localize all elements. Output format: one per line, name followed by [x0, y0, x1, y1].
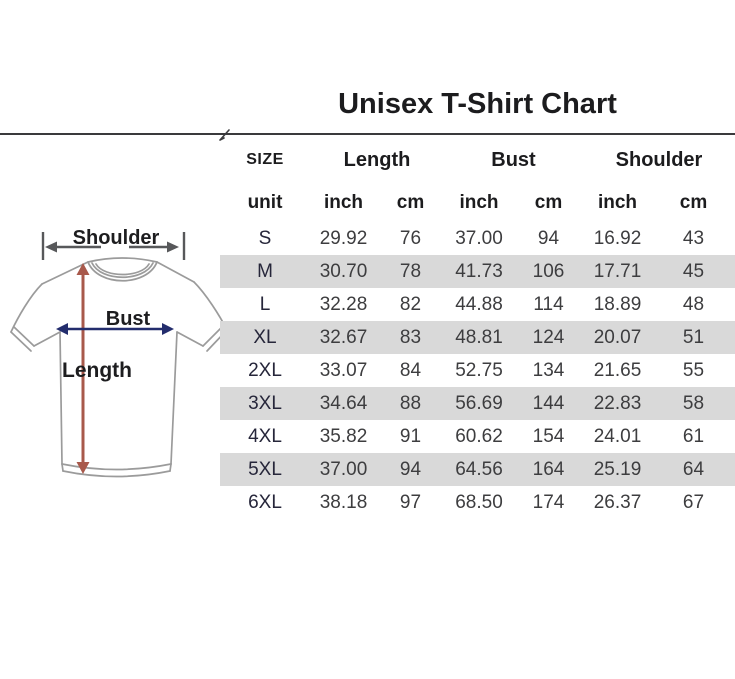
- value-cell: 83: [399, 327, 422, 348]
- unit-cell: inch: [597, 191, 638, 213]
- divider-line: [0, 133, 735, 135]
- size-column-header: SIZE: [246, 151, 284, 168]
- value-cell: 55: [682, 360, 705, 381]
- tshirt-outline: [10, 257, 228, 478]
- value-cell: 94: [537, 228, 560, 249]
- unit-cell: cm: [534, 191, 563, 213]
- length-column-header: Length: [343, 149, 411, 171]
- bust-column-header: Bust: [491, 149, 536, 171]
- size-table-body: S 29.92 76 37.00 94 16.92 43 M 30.70 78 41.73 106 17…: [220, 222, 735, 519]
- shoulder-column-header: Shoulder: [615, 149, 703, 171]
- unit-cell: unit: [247, 191, 283, 213]
- size-cell: XL: [253, 327, 277, 348]
- value-cell: 37.00: [319, 459, 368, 480]
- value-cell: 48: [682, 294, 705, 315]
- value-cell: 91: [399, 426, 422, 447]
- value-cell: 94: [399, 459, 422, 480]
- page-title: Unisex T-Shirt Chart: [338, 88, 617, 120]
- table-row: M 30.70 78 41.73 106 17.71 45: [220, 255, 735, 288]
- value-cell: 37.00: [455, 228, 503, 249]
- table-row: 6XL 38.18 97 68.50 174 26.37 67: [220, 486, 735, 519]
- value-cell: 124: [532, 327, 565, 348]
- table-row: S 29.92 76 37.00 94 16.92 43: [220, 222, 735, 255]
- value-cell: 17.71: [593, 261, 642, 282]
- value-cell: 33.07: [319, 360, 368, 381]
- size-cell: 3XL: [248, 393, 282, 414]
- length-label: Length: [62, 359, 132, 382]
- value-cell: 97: [399, 492, 422, 513]
- size-cell: 6XL: [248, 492, 282, 513]
- size-cell: M: [257, 261, 273, 282]
- value-cell: 51: [682, 327, 705, 348]
- value-cell: 144: [532, 393, 565, 414]
- bust-arrow: [56, 323, 174, 335]
- value-cell: 114: [533, 294, 564, 315]
- value-cell: 41.73: [455, 261, 503, 282]
- value-cell: 44.88: [455, 294, 503, 315]
- pencil-mark: [219, 129, 230, 141]
- unit-cell: cm: [679, 191, 708, 213]
- length-arrow: [76, 263, 90, 474]
- value-cell: 60.62: [455, 426, 503, 447]
- size-cell: 5XL: [248, 459, 282, 480]
- shoulder-arrow: [41, 232, 186, 260]
- value-cell: 32.67: [319, 327, 368, 348]
- size-cell: 2XL: [248, 360, 282, 381]
- value-cell: 64: [682, 459, 705, 480]
- value-cell: 20.07: [593, 327, 642, 348]
- value-cell: 67: [682, 492, 705, 513]
- unit-cell: inch: [459, 191, 499, 213]
- value-cell: 16.92: [593, 228, 642, 249]
- value-cell: 35.82: [319, 426, 368, 447]
- value-cell: 76: [399, 228, 422, 249]
- value-cell: 84: [399, 360, 422, 381]
- value-cell: 61: [682, 426, 705, 447]
- table-row: L 32.28 82 44.88 114 18.89 48: [220, 288, 735, 321]
- value-cell: 21.65: [593, 360, 642, 381]
- value-cell: 48.81: [455, 327, 503, 348]
- value-cell: 25.19: [593, 459, 642, 480]
- table-row: 4XL 35.82 91 60.62 154 24.01 61: [220, 420, 735, 453]
- unit-cell: inch: [323, 191, 364, 213]
- shoulder-label: Shoulder: [73, 227, 160, 249]
- size-table: SIZE Length Bust Shoulder unit inch cm i…: [220, 138, 735, 519]
- value-cell: 38.18: [319, 492, 368, 513]
- tshirt-measurement-diagram: Shoulder: [10, 227, 228, 478]
- value-cell: 29.92: [319, 228, 368, 249]
- value-cell: 68.50: [455, 492, 503, 513]
- value-cell: 26.37: [593, 492, 642, 513]
- unit-cell: cm: [396, 191, 425, 213]
- value-cell: 58: [682, 393, 705, 414]
- value-cell: 78: [399, 261, 422, 282]
- size-cell: 4XL: [248, 426, 282, 447]
- size-cell: S: [258, 228, 272, 249]
- value-cell: 134: [532, 360, 565, 381]
- value-cell: 154: [532, 426, 565, 447]
- value-cell: 18.89: [593, 294, 642, 315]
- table-row: 5XL 37.00 94 64.56 164 25.19 64: [220, 453, 735, 486]
- value-cell: 45: [682, 261, 705, 282]
- unit-row: unit inch cm inch cm inch cm: [220, 182, 735, 222]
- value-cell: 22.83: [593, 393, 642, 414]
- value-cell: 56.69: [455, 393, 503, 414]
- value-cell: 88: [399, 393, 422, 414]
- value-cell: 64.56: [455, 459, 503, 480]
- table-row: XL 32.67 83 48.81 124 20.07 51: [220, 321, 735, 354]
- size-cell: L: [259, 294, 271, 315]
- table-header-row: SIZE Length Bust Shoulder: [220, 138, 735, 182]
- value-cell: 164: [532, 459, 565, 480]
- value-cell: 32.28: [319, 294, 368, 315]
- value-cell: 43: [682, 228, 705, 249]
- table-row: 3XL 34.64 88 56.69 144 22.83 58: [220, 387, 735, 420]
- value-cell: 34.64: [319, 393, 368, 414]
- value-cell: 24.01: [593, 426, 642, 447]
- value-cell: 52.75: [455, 360, 503, 381]
- value-cell: 82: [399, 294, 422, 315]
- value-cell: 30.70: [319, 261, 368, 282]
- bust-label: Bust: [106, 308, 151, 330]
- value-cell: 174: [532, 492, 565, 513]
- value-cell: 106: [532, 261, 565, 282]
- table-row: 2XL 33.07 84 52.75 134 21.65 55: [220, 354, 735, 387]
